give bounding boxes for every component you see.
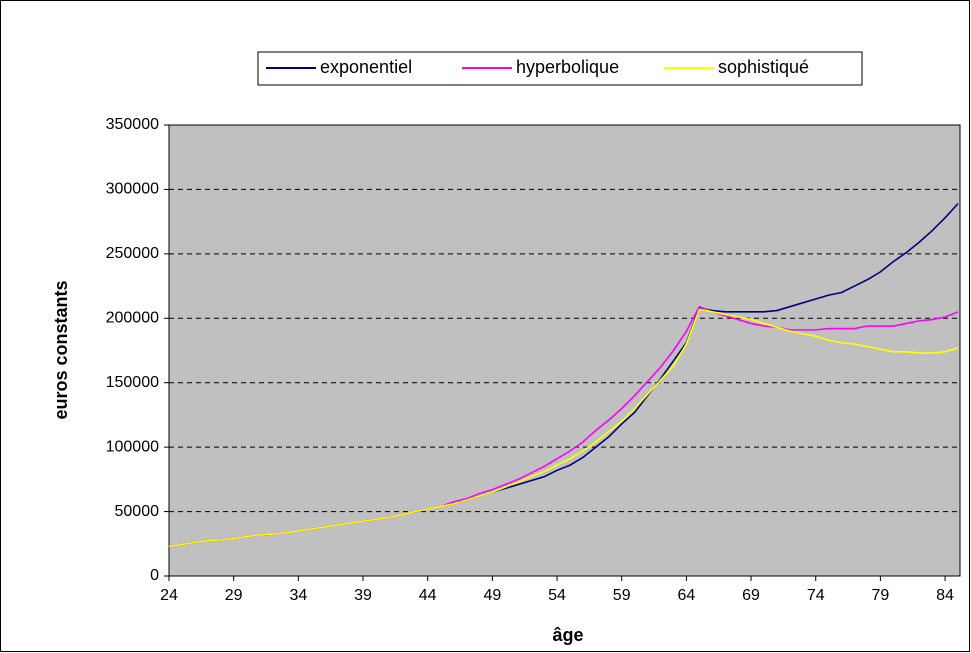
- legend-label: sophistiqué: [718, 57, 809, 77]
- legend-box: [257, 51, 863, 86]
- x-tick-label: 64: [677, 587, 695, 604]
- x-axis-title: âge: [552, 625, 583, 645]
- x-tick-label: 69: [742, 587, 760, 604]
- series-line: [168, 308, 959, 548]
- y-tick-label: 200000: [106, 310, 159, 327]
- y-tick-label: 300000: [106, 181, 159, 198]
- y-tick-label: 350000: [106, 116, 159, 133]
- plot-background: [168, 124, 961, 577]
- x-tick-label: 29: [225, 587, 243, 604]
- x-tick-label: 59: [613, 587, 631, 604]
- y-tick-label: 150000: [106, 374, 159, 391]
- x-tick-label: 44: [419, 587, 437, 604]
- x-tick-label: 84: [936, 587, 954, 604]
- y-tick-label: 100000: [106, 438, 159, 455]
- y-tick-label: 250000: [106, 245, 159, 262]
- legend-label: hyperbolique: [516, 57, 619, 77]
- x-tick-label: 74: [807, 587, 825, 604]
- x-tick-label: 34: [289, 587, 307, 604]
- x-tick-label: 54: [548, 587, 566, 604]
- x-tick-label: 79: [871, 587, 889, 604]
- x-tick-label: 24: [160, 587, 178, 604]
- x-tick-label: 49: [483, 587, 501, 604]
- y-tick-label: 50000: [115, 503, 160, 520]
- legend-label: exponentiel: [320, 57, 412, 77]
- x-tick-label: 39: [354, 587, 372, 604]
- y-tick-label: 0: [150, 567, 159, 584]
- y-axis-title: euros constants: [51, 280, 71, 419]
